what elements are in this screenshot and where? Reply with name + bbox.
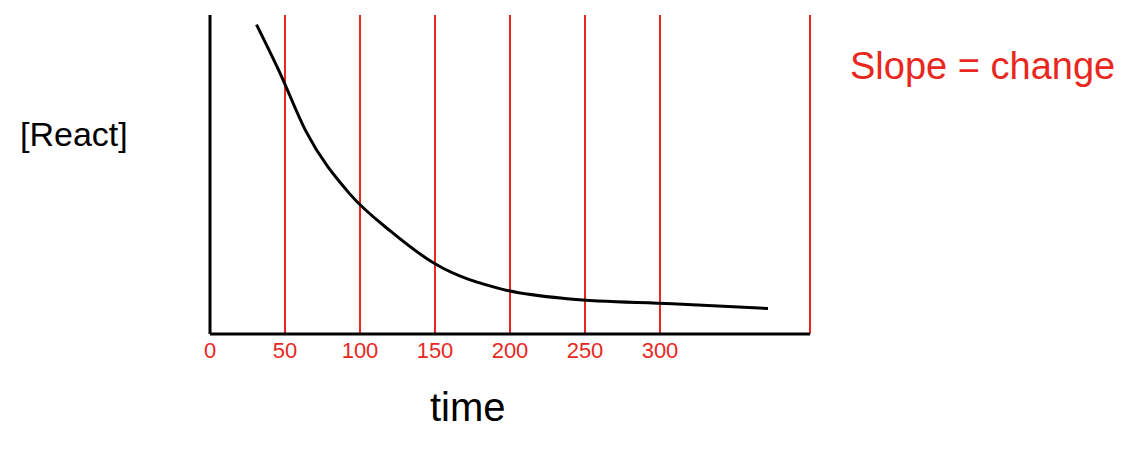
html-text:[React]: [React]: [20, 115, 128, 153]
svg-text:200: 200: [492, 338, 529, 363]
svg-text:50: 50: [273, 338, 297, 363]
svg-text:250: 250: [567, 338, 604, 363]
html-text:Slope = change: Slope = change: [850, 45, 1116, 87]
svg-text:150: 150: [417, 338, 454, 363]
svg-text:300: 300: [642, 338, 679, 363]
svg-text:100: 100: [342, 338, 379, 363]
svg-text:0: 0: [204, 338, 216, 363]
html-text:time: time: [430, 385, 506, 429]
